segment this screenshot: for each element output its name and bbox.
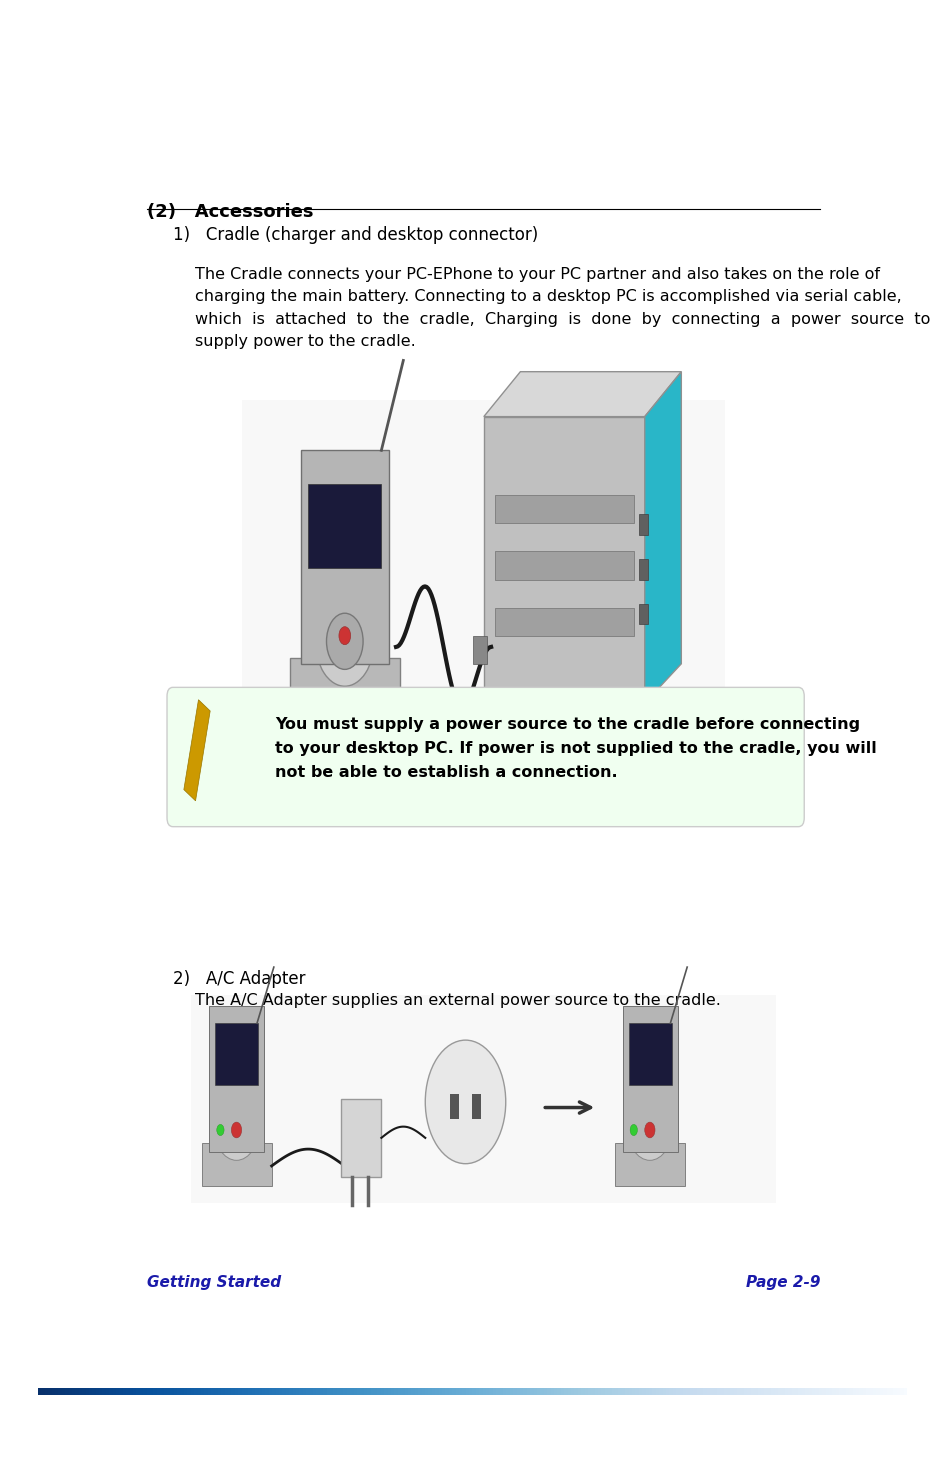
- Circle shape: [213, 1088, 260, 1160]
- Polygon shape: [483, 417, 645, 703]
- Text: (2)   Accessories: (2) Accessories: [147, 203, 313, 222]
- Text: Getting Started: Getting Started: [147, 1275, 281, 1290]
- Text: 2)   A/C Adapter: 2) A/C Adapter: [173, 970, 305, 988]
- Bar: [301, 451, 389, 664]
- Circle shape: [315, 597, 374, 686]
- Bar: [495, 495, 633, 524]
- Circle shape: [231, 1122, 242, 1138]
- Polygon shape: [290, 658, 399, 703]
- Bar: [615, 1144, 685, 1186]
- Circle shape: [636, 1104, 663, 1145]
- Polygon shape: [645, 372, 682, 703]
- Circle shape: [327, 613, 363, 670]
- FancyBboxPatch shape: [167, 687, 804, 827]
- Bar: [639, 604, 648, 624]
- Circle shape: [627, 1088, 673, 1160]
- Bar: [639, 515, 648, 534]
- Polygon shape: [184, 700, 211, 801]
- Bar: [202, 1144, 272, 1186]
- Text: You must supply a power source to the cradle before connecting
to your desktop P: You must supply a power source to the cr…: [276, 716, 877, 779]
- Polygon shape: [483, 372, 682, 417]
- Text: Page 2-9: Page 2-9: [746, 1275, 820, 1290]
- Circle shape: [217, 1125, 224, 1135]
- Bar: [639, 559, 648, 579]
- Bar: [623, 1007, 678, 1153]
- Circle shape: [224, 1104, 249, 1145]
- Text: 1)   Cradle (charger and desktop connector): 1) Cradle (charger and desktop connector…: [173, 226, 538, 244]
- Text: The Cradle connects your PC-EPhone to your PC partner and also takes on the role: The Cradle connects your PC-EPhone to yo…: [194, 267, 930, 349]
- Bar: [473, 636, 487, 664]
- Bar: [341, 1099, 381, 1177]
- FancyBboxPatch shape: [191, 995, 776, 1204]
- Bar: [629, 1023, 672, 1085]
- Bar: [215, 1023, 259, 1085]
- Bar: [495, 552, 633, 579]
- FancyBboxPatch shape: [243, 400, 725, 719]
- Circle shape: [630, 1125, 637, 1135]
- Circle shape: [645, 1122, 655, 1138]
- Bar: [472, 1094, 480, 1119]
- Bar: [308, 484, 381, 568]
- Bar: [210, 1007, 264, 1153]
- Text: The A/C Adapter supplies an external power source to the cradle.: The A/C Adapter supplies an external pow…: [194, 994, 720, 1008]
- Bar: [450, 1094, 459, 1119]
- Circle shape: [339, 627, 350, 645]
- Bar: [495, 607, 633, 636]
- Circle shape: [425, 1040, 506, 1164]
